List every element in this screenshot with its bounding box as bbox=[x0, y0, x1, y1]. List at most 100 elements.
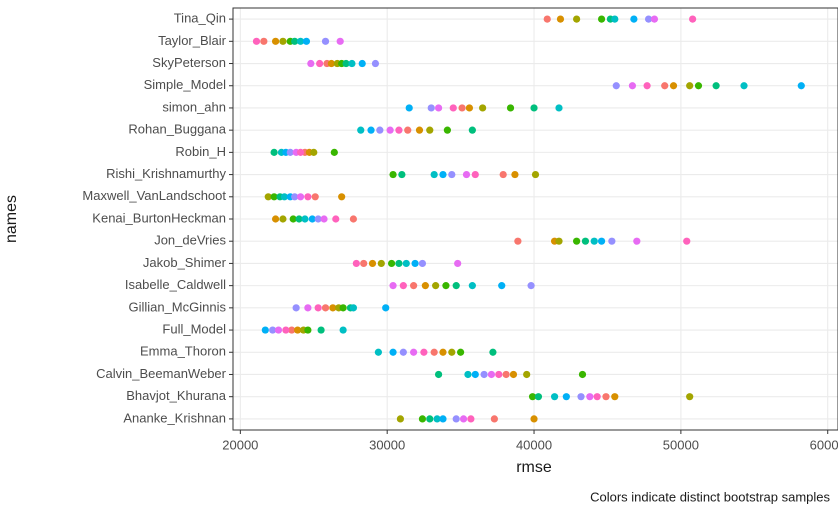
point bbox=[498, 282, 506, 290]
point bbox=[448, 348, 456, 356]
point bbox=[389, 348, 397, 356]
point bbox=[452, 415, 460, 423]
y-tick-label: Bhavjot_Khurana bbox=[126, 388, 227, 403]
point bbox=[420, 348, 428, 356]
point bbox=[270, 148, 278, 156]
point bbox=[389, 282, 397, 290]
y-tick-label: Kenai_BurtonHeckman bbox=[92, 210, 226, 225]
point bbox=[377, 259, 385, 268]
point bbox=[797, 82, 805, 90]
point bbox=[264, 193, 272, 201]
point bbox=[421, 282, 429, 290]
panel-border bbox=[232, 7, 838, 431]
point bbox=[382, 304, 390, 312]
point bbox=[452, 282, 460, 290]
point bbox=[320, 215, 328, 223]
point bbox=[399, 282, 407, 290]
point bbox=[301, 215, 309, 223]
point bbox=[286, 148, 294, 156]
point bbox=[523, 370, 531, 379]
point bbox=[597, 15, 606, 23]
point bbox=[439, 170, 447, 179]
point bbox=[555, 237, 563, 245]
point bbox=[398, 170, 406, 179]
point bbox=[577, 393, 585, 401]
point bbox=[686, 82, 694, 90]
point bbox=[387, 259, 396, 268]
point bbox=[304, 193, 312, 201]
point bbox=[252, 37, 261, 45]
point bbox=[439, 415, 447, 423]
point bbox=[402, 259, 410, 268]
y-tick-label: Rohan_Buggana bbox=[128, 122, 226, 137]
y-tick-label: Jakob_Shimer bbox=[143, 255, 227, 270]
point bbox=[396, 415, 405, 423]
point bbox=[502, 370, 510, 379]
point bbox=[271, 215, 280, 223]
point bbox=[321, 304, 330, 312]
point bbox=[302, 37, 311, 45]
point bbox=[282, 326, 290, 334]
point bbox=[586, 393, 594, 401]
point bbox=[434, 370, 443, 379]
point bbox=[454, 259, 462, 268]
point bbox=[415, 126, 424, 134]
point bbox=[310, 148, 318, 156]
y-tick-label: Ananke_Krishnan bbox=[123, 410, 226, 425]
point bbox=[556, 15, 565, 23]
point bbox=[260, 37, 268, 45]
point bbox=[611, 15, 619, 23]
point bbox=[543, 15, 551, 23]
point bbox=[330, 148, 338, 156]
point bbox=[534, 393, 543, 401]
x-tick-label: 40000 bbox=[516, 437, 552, 452]
point bbox=[321, 37, 330, 45]
point bbox=[499, 170, 507, 179]
point bbox=[376, 126, 384, 134]
x-tick-label: 30000 bbox=[369, 437, 405, 452]
point bbox=[434, 104, 443, 112]
point bbox=[360, 259, 368, 268]
point bbox=[550, 393, 559, 401]
y-tick-label: Calvin_BeemanWeber bbox=[96, 366, 226, 381]
point bbox=[506, 104, 515, 112]
y-axis-title: names bbox=[3, 195, 20, 243]
point bbox=[348, 59, 356, 68]
point bbox=[430, 170, 438, 179]
point bbox=[274, 326, 283, 334]
point bbox=[740, 82, 748, 90]
point bbox=[465, 104, 474, 112]
point bbox=[442, 282, 450, 290]
point bbox=[304, 304, 312, 312]
point bbox=[449, 104, 457, 112]
point bbox=[480, 370, 488, 379]
x-tick-label: 20000 bbox=[222, 437, 258, 452]
point bbox=[418, 259, 427, 268]
point bbox=[410, 348, 418, 356]
point bbox=[458, 104, 466, 112]
point bbox=[339, 304, 347, 312]
point bbox=[418, 415, 427, 423]
point bbox=[296, 37, 305, 45]
point bbox=[462, 170, 471, 179]
point bbox=[389, 170, 397, 179]
point bbox=[459, 415, 468, 423]
point bbox=[530, 415, 538, 423]
point bbox=[314, 304, 322, 312]
y-tick-label: Simple_Model bbox=[144, 77, 226, 92]
point bbox=[439, 348, 447, 356]
x-tick-label: 50000 bbox=[663, 437, 699, 452]
point bbox=[464, 370, 472, 379]
point bbox=[327, 59, 335, 68]
point bbox=[405, 104, 413, 112]
point bbox=[386, 126, 394, 134]
y-tick-label: Tina_Qin bbox=[174, 11, 226, 26]
point bbox=[338, 193, 346, 201]
point bbox=[357, 126, 365, 134]
point bbox=[426, 126, 434, 134]
point bbox=[329, 304, 337, 312]
point bbox=[712, 82, 720, 90]
point bbox=[316, 59, 324, 68]
y-tick-label: Isabelle_Caldwell bbox=[125, 277, 226, 292]
